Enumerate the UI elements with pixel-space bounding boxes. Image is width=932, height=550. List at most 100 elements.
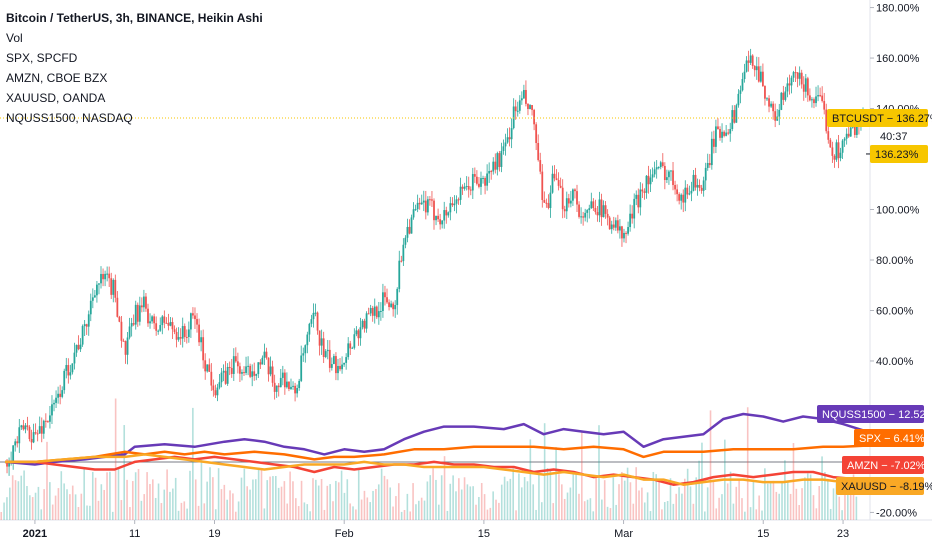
- btc-candle: [46, 421, 49, 423]
- volume-bar: [149, 484, 151, 520]
- volume-bar: [209, 467, 211, 520]
- volume-bar: [254, 479, 257, 520]
- btc-candle: [365, 313, 368, 329]
- btc-value-tag-bg: [870, 144, 928, 163]
- volume-bar: [252, 479, 254, 520]
- volume-bar: [549, 469, 552, 520]
- btc-candle: [441, 220, 444, 225]
- btc-candle: [578, 204, 580, 217]
- volume-bar: [409, 511, 412, 520]
- volume-bar: [692, 503, 695, 520]
- btc-candle: [704, 167, 707, 181]
- legend-item-vol[interactable]: Vol: [6, 31, 23, 45]
- volume-bar: [203, 503, 206, 520]
- btc-candle: [351, 347, 354, 349]
- volume-bar: [592, 511, 595, 520]
- volume-bar: [778, 493, 780, 520]
- btc-candle: [780, 92, 783, 110]
- btc-candle: [845, 133, 848, 139]
- volume-bar: [492, 491, 494, 520]
- volume-bar: [526, 481, 529, 520]
- btc-candle: [522, 89, 525, 99]
- volume-bar: [406, 493, 409, 520]
- volume-bar: [186, 508, 188, 520]
- volume-bar: [329, 484, 331, 520]
- legend-title[interactable]: Bitcoin / TetherUS, 3h, BINANCE, Heikin …: [6, 11, 263, 25]
- volume-bar: [503, 476, 506, 520]
- volume-bar: [666, 500, 669, 520]
- btc-candle: [800, 72, 803, 85]
- volume-bar: [320, 478, 323, 520]
- btc-candle: [414, 209, 417, 211]
- volume-bar: [349, 503, 351, 520]
- volume-bar: [392, 506, 394, 520]
- legend-item-nquss1500[interactable]: NQUSS1500, NASDAQ: [6, 111, 133, 125]
- btc-candle: [804, 78, 807, 92]
- volume-bar: [826, 478, 829, 520]
- btc-candle: [89, 300, 92, 315]
- volume-bar: [695, 477, 698, 520]
- volume-bar: [355, 509, 357, 520]
- volume-bar: [726, 483, 729, 520]
- btc-candle: [382, 292, 384, 311]
- x-tick-label: Feb: [335, 528, 354, 540]
- volume-bar: [360, 499, 363, 520]
- volume-bar: [440, 475, 443, 520]
- btc-candle: [55, 397, 57, 403]
- btc-candle: [435, 215, 437, 221]
- volume-bar: [844, 485, 846, 520]
- btc-candle: [480, 178, 482, 187]
- volume-bar: [683, 478, 686, 520]
- btc-candle: [639, 189, 642, 208]
- legend-item-spx[interactable]: SPX, SPCFD: [6, 51, 78, 65]
- legend-item-xauusd[interactable]: XAUUSD, OANDA: [6, 91, 106, 105]
- volume-bar: [277, 487, 280, 520]
- volume-bar: [718, 497, 720, 520]
- volume-bar: [558, 474, 560, 520]
- btc-candle: [71, 363, 74, 373]
- btc-candle: [823, 101, 826, 110]
- btc-candle: [672, 170, 674, 186]
- volume-bar: [317, 485, 320, 520]
- btc-candle: [694, 174, 697, 188]
- btc-candle: [437, 215, 439, 220]
- btc-candle: [220, 372, 223, 383]
- volume-bar: [852, 474, 855, 520]
- btc-candle: [741, 79, 744, 91]
- btc-candle: [63, 370, 66, 391]
- volume-bar: [623, 480, 626, 520]
- volume-bar: [578, 493, 580, 520]
- y-tick-label: 60.00%: [876, 305, 914, 317]
- btc-candle: [557, 180, 560, 186]
- volume-bar: [326, 485, 329, 520]
- btc-candle: [269, 366, 272, 375]
- btc-candle: [559, 185, 562, 188]
- volume-bar: [669, 478, 672, 520]
- volume-bar: [114, 398, 117, 520]
- volume-bar: [686, 468, 689, 520]
- volume-bar: [323, 509, 326, 520]
- volume-bar: [51, 504, 54, 520]
- volume-bar: [689, 486, 692, 520]
- btc-candle: [817, 95, 819, 97]
- btc-candle: [768, 98, 770, 107]
- btc-candle: [766, 98, 768, 100]
- btc-candle: [296, 388, 299, 394]
- volume-bar: [272, 476, 274, 520]
- legend-item-amzn[interactable]: AMZN, CBOE BZX: [6, 71, 108, 85]
- btc-candle: [341, 364, 343, 370]
- volume-bar: [452, 475, 454, 520]
- volume-bar: [111, 511, 114, 520]
- btc-candle: [49, 415, 51, 422]
- btc-candle: [124, 341, 127, 355]
- btc-candle: [57, 393, 60, 398]
- volume-bar: [174, 477, 177, 520]
- volume-bar: [835, 483, 838, 520]
- btc-candle: [324, 351, 327, 358]
- btc-candle: [402, 244, 405, 262]
- btc-candle: [527, 103, 529, 109]
- volume-bar: [795, 488, 798, 520]
- btc-candle: [345, 357, 348, 363]
